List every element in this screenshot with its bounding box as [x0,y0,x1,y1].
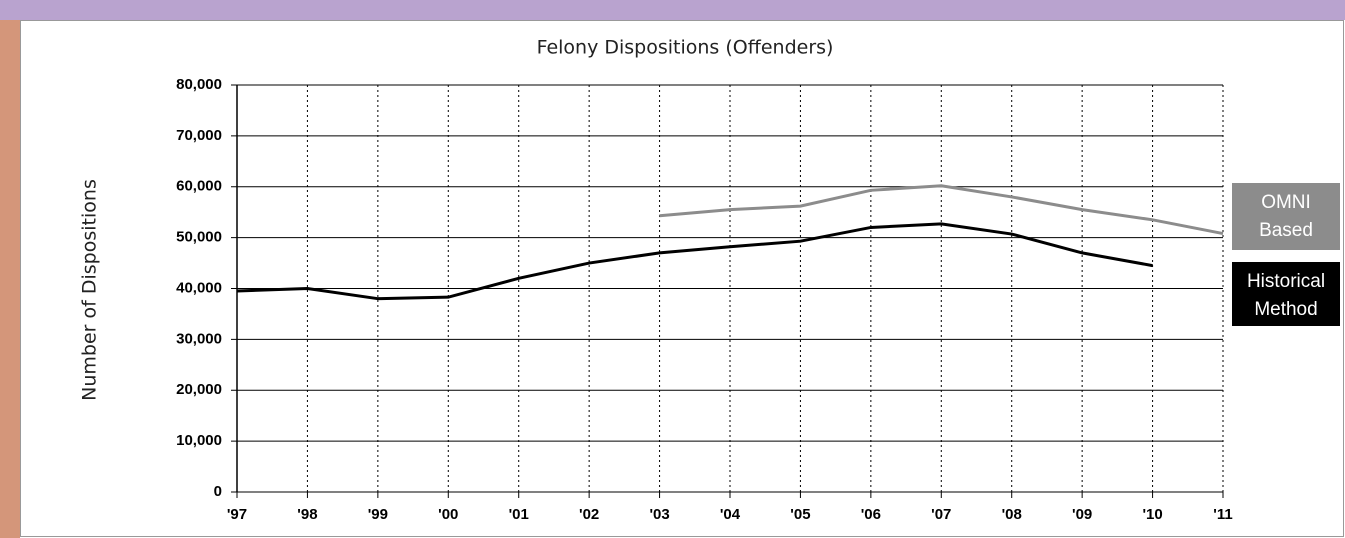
x-tick-label: '99 [368,506,388,523]
y-axis-label: Number of Dispositions [79,179,101,401]
x-tick-label: '04 [720,506,741,523]
x-tick-label: '03 [649,506,669,523]
series-line [659,184,1224,236]
frame [20,20,1344,537]
top-band [0,0,1345,20]
x-tick-label: '00 [438,506,458,523]
x-tick-label: '02 [579,506,599,523]
chart-title: Felony Dispositions (Offenders) [537,37,834,59]
x-tick-label: '01 [509,506,529,523]
x-tick-label: '97 [227,506,247,523]
y-tick-label: 10,000 [176,432,222,449]
y-tick-label: 30,000 [176,330,222,347]
x-tick-label: '98 [297,506,317,523]
side-band [0,20,20,538]
y-tick-label: 70,000 [176,127,222,144]
series-line [236,222,1153,301]
legend-omni: OMNI Based [1232,183,1340,250]
x-tick-label: '11 [1213,506,1232,523]
x-tick-label: '05 [790,506,810,523]
y-tick-label: 0 [214,483,222,500]
y-tick-label: 80,000 [176,76,222,93]
y-tick-label: 40,000 [176,279,222,296]
x-tick-label: '06 [861,506,881,523]
legend-historical: Historical Method [1232,262,1340,326]
y-tick-label: 60,000 [176,178,222,195]
y-tick-label: 20,000 [176,381,222,398]
x-tick-label: '09 [1072,506,1092,523]
x-tick-label: '07 [931,506,951,523]
x-tick-label: '10 [1142,506,1162,523]
y-tick-label: 50,000 [176,229,222,246]
x-tick-label: '08 [1002,506,1022,523]
